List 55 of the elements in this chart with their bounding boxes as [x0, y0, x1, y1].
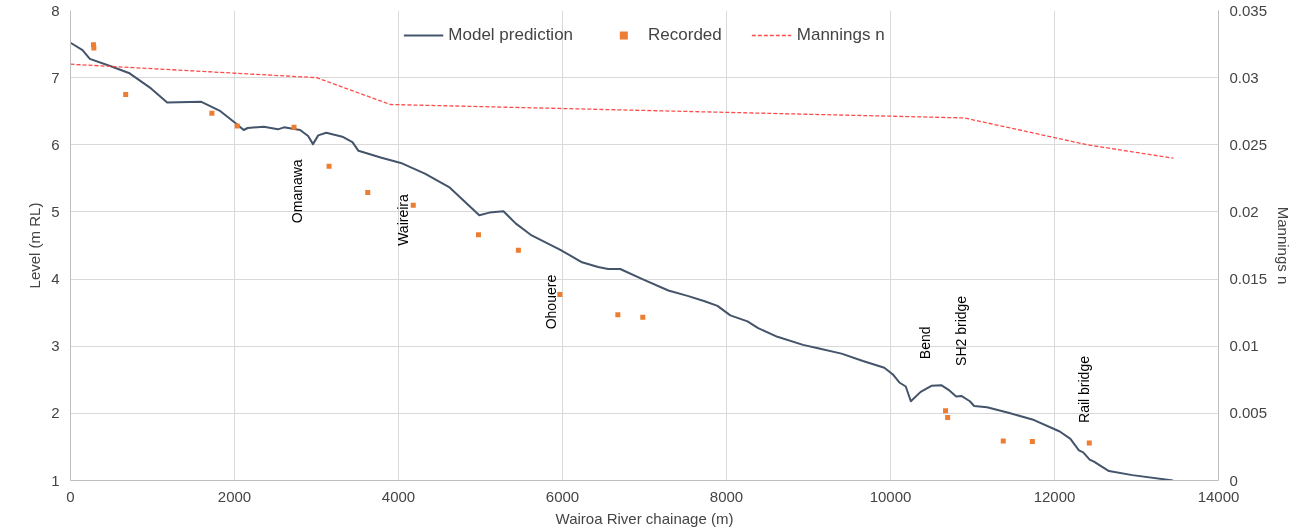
point — [945, 414, 951, 420]
x-tick-label: 10000 — [869, 487, 912, 505]
annotation: Bend — [917, 326, 934, 360]
y2-tick-label: 0.03 — [1229, 68, 1259, 86]
point — [557, 292, 563, 298]
point — [234, 123, 240, 129]
x-tick-label: 0 — [66, 487, 75, 505]
x-tick-label: 2000 — [217, 487, 252, 505]
point — [615, 312, 621, 318]
x-tick-label: 8000 — [709, 487, 744, 505]
x-tick-label: 14000 — [1197, 487, 1240, 505]
y2-tick-label: 0.005 — [1229, 404, 1268, 422]
point — [410, 202, 416, 208]
y2-tick-label: 0 — [1229, 471, 1238, 489]
point — [1029, 439, 1035, 445]
point — [943, 408, 949, 414]
y-tick-label: 7 — [51, 68, 60, 86]
point — [123, 91, 129, 97]
annotation: SH2 bridge — [952, 295, 969, 366]
legend-label: Mannings n — [796, 25, 885, 45]
x-tick-label: 4000 — [381, 487, 416, 505]
y-tick-label: 4 — [51, 270, 60, 288]
line-series — [70, 63, 1175, 159]
legend-label: Model prediction — [448, 25, 574, 45]
annotation: Omanawa — [289, 159, 306, 224]
y-tick-label: 1 — [51, 471, 60, 489]
annotation: Ohouere — [542, 274, 559, 330]
point — [291, 124, 297, 130]
point — [515, 247, 521, 253]
point — [640, 314, 646, 320]
y2-tick-label: 0.02 — [1229, 202, 1259, 220]
y-tick-label: 3 — [51, 337, 60, 355]
point — [1000, 438, 1006, 444]
y-tick-label: 6 — [51, 135, 60, 153]
point — [209, 110, 215, 116]
y2-tick-label: 0.035 — [1229, 1, 1268, 19]
x-tick-label: 6000 — [545, 487, 580, 505]
annotation: Rail bridge — [1075, 355, 1092, 423]
x-axis-title: Wairoa River chainage (m) — [555, 509, 734, 527]
y2-tick-label: 0.015 — [1229, 270, 1268, 288]
y2-axis-title: Mannings n — [1275, 206, 1293, 285]
annotation: Waireira — [395, 194, 412, 246]
y-tick-label: 8 — [51, 1, 60, 19]
y-tick-label: 2 — [51, 404, 60, 422]
line-series — [70, 41, 1175, 481]
point — [365, 189, 371, 195]
point — [475, 232, 481, 238]
y2-tick-label: 0.01 — [1229, 337, 1259, 355]
y2-tick-label: 0.025 — [1229, 135, 1268, 153]
x-tick-label: 12000 — [1033, 487, 1076, 505]
legend-label: Recorded — [648, 25, 722, 45]
y-tick-label: 5 — [51, 202, 60, 220]
point — [1086, 440, 1092, 446]
y-axis-title: Level (m RL) — [26, 202, 44, 289]
point — [326, 163, 332, 169]
